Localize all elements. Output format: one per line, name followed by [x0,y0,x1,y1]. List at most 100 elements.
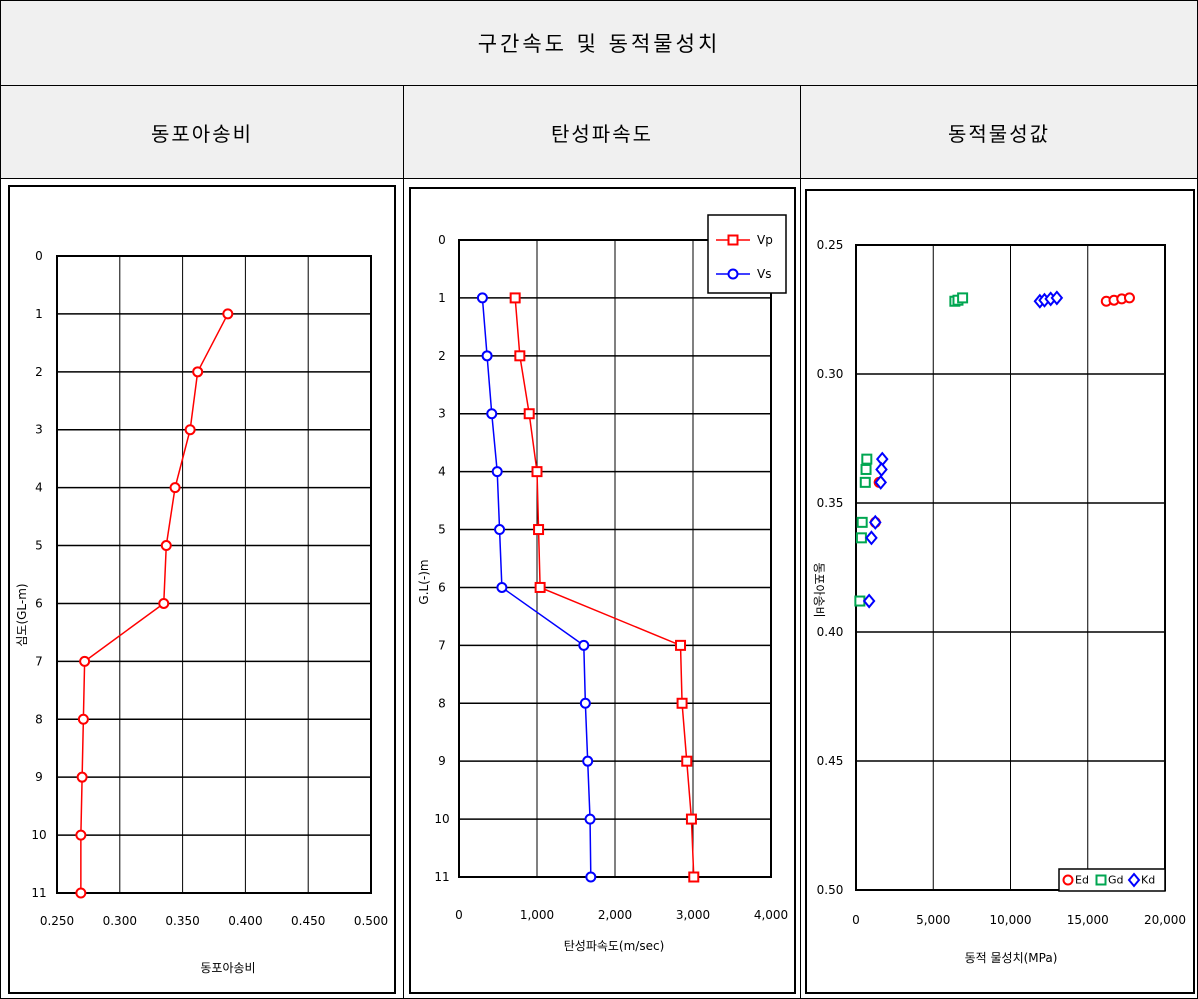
velocity-point-vs [496,581,508,593]
velocity-point-vs [579,697,591,709]
poisson-y-tick: 7 [35,654,43,668]
velocity-y-tick: 1 [438,291,446,305]
velocity-y-tick: 9 [438,754,446,768]
velocity-y-tick: 3 [438,407,446,421]
poisson-point [75,829,87,841]
velocity-point-vp [531,466,543,478]
poisson-point [158,597,170,609]
poisson-point [76,771,88,783]
poisson-y-tick: 5 [35,539,43,553]
modulus-point-kd [865,530,878,546]
velocity-point-vs [494,524,506,536]
modulus-x-tick: 20,000 [1144,913,1186,927]
poisson-y-tick: 9 [35,770,43,784]
modulus-x-tick: 0 [852,913,860,927]
modulus-legend-marker [1062,874,1074,886]
velocity-point-vs [578,639,590,651]
poisson-y-tick: 2 [35,365,43,379]
velocity-x-tick: 1,000 [520,908,554,922]
poisson-x-tick: 0.300 [103,914,137,928]
velocity-y-tick: 0 [438,233,446,247]
velocity-point-vs [476,292,488,304]
velocity-point-vs [582,755,594,767]
poisson-x-tick: 0.500 [354,914,388,928]
velocity-point-vp [675,639,687,651]
poisson-y-tick: 8 [35,712,43,726]
modulus-legend-marker [1095,874,1107,886]
velocity-point-vs [481,350,493,362]
modulus-legend-marker [1127,872,1141,888]
velocity-y-tick: 11 [434,870,449,884]
velocity-legend-marker [727,234,739,246]
poisson-y-label: 심도(GL-m) [15,583,29,646]
modulus-y-tick: 0.35 [817,496,844,510]
poisson-y-tick: 0 [35,249,43,263]
poisson-point [169,482,181,494]
velocity-x-label: 탄성파속도(m/sec) [564,939,665,953]
modulus-chart-panel [805,189,1195,994]
modulus-point-kd [862,593,876,609]
modulus-y-label: 동포아송비 [812,562,826,617]
modulus-point-kd [1050,290,1064,306]
poisson-y-tick: 1 [35,307,43,321]
modulus-point-gd [859,476,871,488]
poisson-point [222,308,234,320]
modulus-y-tick: 0.45 [817,754,844,768]
velocity-point-vp [685,813,697,825]
velocity-point-vp [681,755,693,767]
velocity-point-vs [491,466,503,478]
poisson-x-label: 동포아송비 [200,961,255,975]
modulus-point-gd [855,532,867,544]
modulus-point-gd [856,516,868,528]
velocity-x-tick: 0 [455,908,463,922]
poisson-point [184,424,196,436]
modulus-y-tick: 0.50 [817,883,844,897]
modulus-point-kd [869,514,882,530]
modulus-point-gd [957,292,969,304]
velocity-y-tick: 8 [438,696,446,710]
velocity-point-vp [534,581,546,593]
modulus-legend-label: Kd [1141,874,1155,887]
modulus-point-kd [874,474,888,490]
velocity-y-tick: 6 [438,580,446,594]
poisson-point [75,887,87,899]
velocity-point-vs [585,871,597,883]
modulus-x-label: 동적 물성치(MPa) [965,951,1058,965]
poisson-y-tick: 4 [35,481,43,495]
velocity-y-tick: 7 [438,638,446,652]
modulus-legend-box [1058,868,1166,892]
velocity-legend-marker [727,268,739,280]
poisson-y-tick: 11 [31,886,46,900]
poisson-y-tick: 3 [35,423,43,437]
velocity-y-tick: 4 [438,465,446,479]
poisson-point [160,540,172,552]
modulus-y-tick: 0.25 [817,238,844,252]
poisson-point [79,655,91,667]
velocity-point-vp [523,408,535,420]
velocity-y-label: G.L(-)m [417,559,431,604]
modulus-y-tick: 0.40 [817,625,844,639]
velocity-point-vp [509,292,521,304]
velocity-point-vp [514,350,526,362]
velocity-point-vp [688,871,700,883]
modulus-legend-label: Ed [1075,874,1089,887]
velocity-legend-label: Vp [757,233,773,247]
poisson-point [77,713,89,725]
velocity-x-tick: 3,000 [676,908,710,922]
modulus-point-kd [875,461,888,478]
modulus-x-tick: 15,000 [1067,913,1109,927]
modulus-x-tick: 5,000 [916,913,950,927]
velocity-chart-panel [409,187,796,994]
poisson-plot-area [56,255,372,894]
poisson-x-tick: 0.250 [40,914,74,928]
velocity-legend-box [707,214,787,294]
modulus-legend-label: Gd [1108,874,1124,887]
poisson-x-tick: 0.450 [291,914,325,928]
poisson-x-tick: 0.400 [228,914,262,928]
velocity-y-tick: 5 [438,523,446,537]
poisson-y-tick: 6 [35,596,43,610]
velocity-point-vp [533,524,545,536]
page-title: 구간속도 및 동적물성치 [0,0,1198,86]
